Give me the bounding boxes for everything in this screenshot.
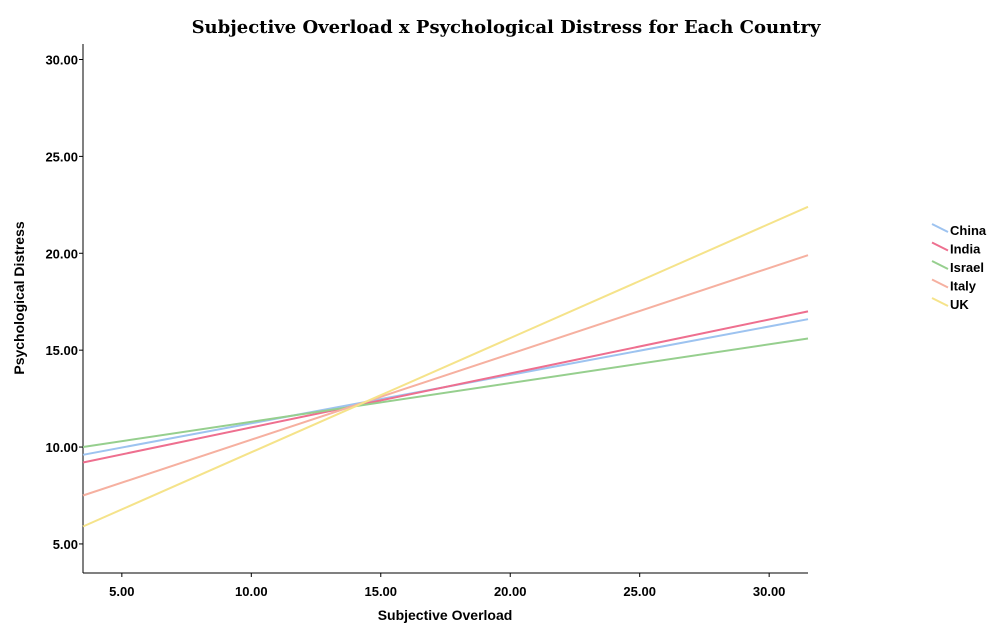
series-line-india: [82, 310, 809, 464]
plot-area: [82, 44, 808, 574]
legend-swatch-china: [931, 223, 949, 233]
y-tick-label: 15.00: [45, 343, 78, 358]
x-axis-title: Subjective Overload: [378, 607, 513, 623]
y-tick-label: 20.00: [45, 246, 78, 261]
series-line-italy: [82, 254, 809, 497]
legend-swatch-israel: [931, 260, 949, 270]
y-ticks: 5.00 10.00 15.00 20.00 25.00 30.00: [45, 53, 83, 552]
x-tick-label: 25.00: [623, 584, 656, 599]
x-tick-label: 5.00: [109, 584, 134, 599]
series-line-israel: [82, 337, 809, 448]
legend-label-uk: UK: [950, 297, 969, 312]
legend-label-china: China: [950, 223, 987, 238]
y-tick-label: 30.00: [45, 53, 78, 68]
chart-title: Subjective Overload x Psychological Dist…: [192, 17, 821, 38]
series-lines: [82, 205, 809, 528]
legend: China India Israel Italy UK: [931, 223, 987, 312]
legend-swatch-india: [931, 241, 949, 252]
y-tick-label: 10.00: [45, 440, 78, 455]
x-tick-label: 15.00: [364, 584, 397, 599]
x-ticks: 5.00 10.00 15.00 20.00 25.00 30.00: [109, 573, 785, 599]
legend-label-israel: Israel: [950, 260, 984, 275]
x-tick-label: 10.00: [235, 584, 268, 599]
x-tick-label: 30.00: [753, 584, 786, 599]
y-axis-title: Psychological Distress: [11, 221, 27, 375]
legend-label-italy: Italy: [950, 279, 977, 294]
legend-swatch-uk: [931, 297, 949, 307]
series-line-uk: [82, 205, 809, 528]
legend-swatch-italy: [931, 278, 949, 289]
legend-label-india: India: [950, 242, 981, 257]
x-tick-label: 20.00: [494, 584, 527, 599]
y-tick-label: 25.00: [45, 149, 78, 164]
y-tick-label: 5.00: [53, 537, 78, 552]
